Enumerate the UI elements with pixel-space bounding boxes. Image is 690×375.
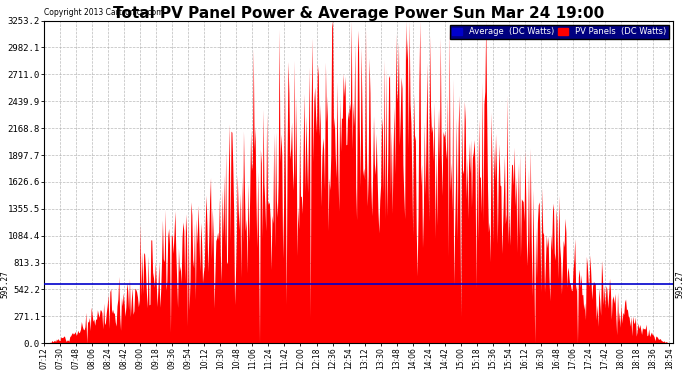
- Text: 595.27: 595.27: [676, 270, 685, 298]
- Title: Total PV Panel Power & Average Power Sun Mar 24 19:00: Total PV Panel Power & Average Power Sun…: [112, 6, 604, 21]
- Text: 595.27: 595.27: [1, 270, 10, 298]
- Legend: Average  (DC Watts), PV Panels  (DC Watts): Average (DC Watts), PV Panels (DC Watts): [450, 25, 669, 39]
- Text: Copyright 2013 Cartronics.com: Copyright 2013 Cartronics.com: [44, 8, 164, 17]
